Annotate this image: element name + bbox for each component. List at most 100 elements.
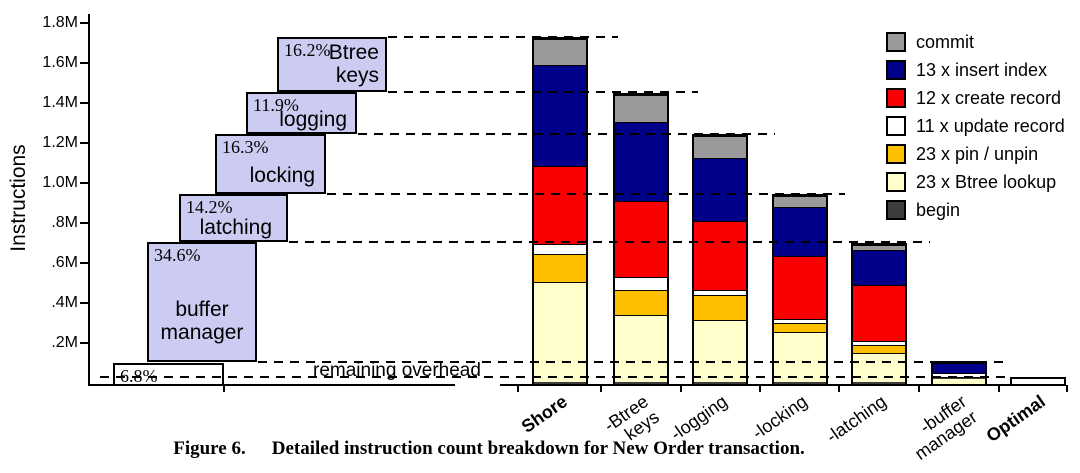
dashed-line-0.945M	[327, 193, 845, 195]
legend-swatch-insert_index	[886, 60, 906, 80]
bar-segment-commit	[853, 245, 905, 250]
bar-segment-update_record	[853, 341, 905, 346]
dashed-line-0.105M	[258, 361, 1008, 363]
bar-segment-pin_unpin	[534, 254, 586, 283]
waterfall-box-btree_keys: 16.2% Btree keys	[277, 37, 387, 92]
bar-minus-latching	[851, 243, 907, 386]
legend-label-update_record: 11 x update record	[916, 115, 1065, 136]
dashed-line-1.73M	[388, 36, 618, 38]
bar-minus-btree-keys	[613, 93, 669, 386]
bar-minus-logging	[692, 134, 748, 386]
legend-swatch-begin	[886, 200, 906, 220]
bar-segment-update_record	[615, 277, 667, 291]
bar-segment-commit	[694, 136, 746, 158]
waterfall-pct-label: 16.2%	[284, 40, 331, 60]
waterfall-name-label: latching	[199, 216, 272, 239]
waterfall-pct-label: 14.2%	[186, 197, 233, 217]
legend-item-update_record: 11 x update record	[886, 112, 1065, 140]
y-tick-label: .8M	[51, 214, 78, 231]
legend-item-btree_lookup: 23 x Btree lookup	[886, 168, 1065, 196]
x-tick-mark	[680, 385, 682, 392]
bar-segment-commit	[534, 39, 586, 65]
bar-segment-begin	[694, 381, 746, 384]
bar-segment-begin	[774, 381, 826, 384]
y-tick-mark	[80, 182, 89, 184]
bar-segment-update_record	[933, 373, 985, 378]
y-tick-mark	[80, 102, 89, 104]
waterfall-name-label: locking	[249, 164, 315, 187]
bar-segment-update_record	[774, 319, 826, 324]
x-tick-mark	[517, 385, 519, 392]
legend-label-begin: begin	[916, 199, 961, 220]
legend-item-insert_index: 13 x insert index	[886, 56, 1065, 84]
bar-segment-insert_index	[933, 363, 985, 374]
bar-segment-create_record	[534, 165, 586, 245]
waterfall-pct-label: 16.3%	[222, 137, 269, 157]
bar-segment-commit	[774, 196, 826, 207]
bar-shore	[532, 37, 588, 386]
legend-label-create_record: 12 x create record	[916, 87, 1062, 108]
y-tick-label: 1.4M	[42, 94, 78, 111]
waterfall-box-overhead_box: 6.8%	[113, 363, 224, 386]
legend-swatch-btree_lookup	[886, 172, 906, 192]
x-tick-mark	[600, 385, 602, 392]
dashed-line-0.705M	[289, 241, 930, 243]
bar-segment-pin_unpin	[853, 345, 905, 354]
y-tick-mark	[80, 62, 89, 64]
bar-segment-insert_index	[774, 206, 826, 256]
y-tick-label: 1.2M	[42, 134, 78, 151]
legend-swatch-commit	[886, 32, 906, 52]
x-tick-mark	[759, 385, 761, 392]
waterfall-pct-label: 11.9%	[253, 95, 299, 115]
x-axis-left-tick	[223, 384, 225, 392]
y-tick-label: 1.8M	[42, 14, 78, 31]
y-tick-mark	[80, 222, 89, 224]
legend-label-insert_index: 13 x insert index	[916, 59, 1048, 80]
y-tick-mark	[80, 342, 89, 344]
legend-swatch-create_record	[886, 88, 906, 108]
bar-optimal	[1010, 377, 1066, 386]
bar-segment-btree_lookup	[534, 282, 586, 382]
x-tick-mark	[918, 385, 920, 392]
y-tick-mark	[80, 262, 89, 264]
bar-segment-pin_unpin	[615, 290, 667, 316]
waterfall-box-locking: 16.3% locking	[215, 134, 326, 194]
x-tick-mark	[1066, 385, 1068, 392]
legend-item-commit: commit	[886, 28, 1065, 56]
x-tick-mark	[838, 385, 840, 392]
legend-label-pin_unpin: 23 x pin / unpin	[916, 143, 1039, 164]
bar-segment-insert_index	[694, 157, 746, 221]
waterfall-name-label: logging	[279, 108, 347, 131]
legend-item-begin: begin	[886, 196, 1065, 224]
waterfall-pct-label: 34.6%	[154, 245, 201, 265]
bar-segment-btree_lookup	[933, 379, 985, 384]
waterfall-box-buffer_manager: 34.6% buffer manager	[147, 242, 257, 362]
bar-segment-optimal	[1012, 379, 1064, 384]
bar-segment-create_record	[774, 255, 826, 320]
legend: commit 13 x insert index 12 x create recor…	[886, 28, 1065, 224]
dashed-line-1.455M	[388, 91, 698, 93]
waterfall-box-latching: 14.2% latching	[179, 194, 288, 242]
bar-segment-btree_lookup	[774, 332, 826, 382]
waterfall-box-logging: 11.9% logging	[246, 92, 357, 134]
y-tick-label: 1.0M	[42, 174, 78, 191]
bar-segment-create_record	[694, 220, 746, 291]
bar-segment-begin	[615, 381, 667, 384]
y-tick-mark	[80, 142, 89, 144]
bar-segment-begin	[534, 381, 586, 384]
y-tick-mark	[80, 302, 89, 304]
y-tick-label: 1.6M	[42, 54, 78, 71]
bar-segment-pin_unpin	[694, 295, 746, 321]
bar-segment-update_record	[694, 290, 746, 296]
bar-minus-buffer-manager	[931, 360, 987, 386]
dashed-line-0.03M	[100, 376, 1010, 378]
bar-segment-insert_index	[615, 121, 667, 201]
x-axis-left	[88, 384, 455, 386]
legend-swatch-update_record	[886, 116, 906, 136]
dashed-line-1.245M	[358, 133, 775, 135]
legend-item-pin_unpin: 23 x pin / unpin	[886, 140, 1065, 168]
y-tick-label: .6M	[51, 254, 78, 271]
y-tick-label: .2M	[51, 334, 78, 351]
remaining-overhead-label: remaining overhead	[313, 360, 481, 381]
